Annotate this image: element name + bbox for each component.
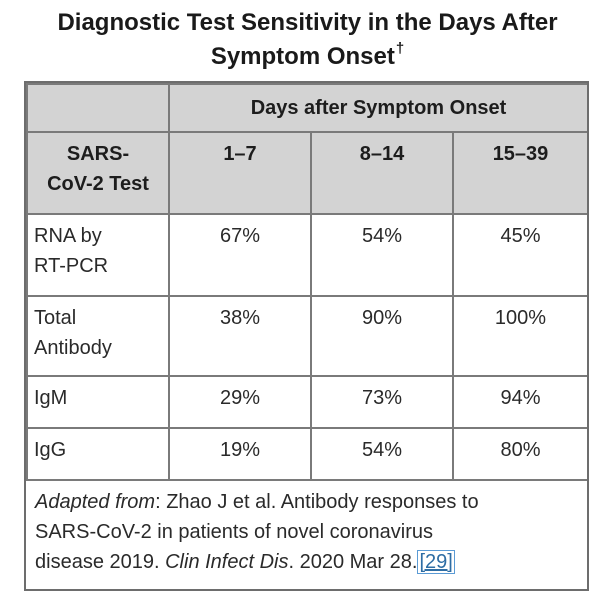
- table-cell: 90%: [310, 295, 454, 377]
- dagger-mark: †: [395, 40, 405, 57]
- footnote-line-1: Adapted from: Zhao J et al. Antibody res…: [35, 487, 587, 517]
- row-label-line-2: RT-PCR: [34, 255, 109, 277]
- page-title: Diagnostic Test Sensitivity in the Days …: [0, 6, 615, 74]
- row-label: IgM: [26, 375, 170, 429]
- footnote-line-2: SARS-CoV-2 in patients of novel coronavi…: [35, 521, 433, 543]
- reference-link[interactable]: [29]: [417, 550, 455, 574]
- footnote-line-3: disease 2019. Clin Infect Dis. 2020 Mar …: [35, 547, 587, 577]
- header-row-top: Days after Symptom Onset: [26, 83, 587, 133]
- table-row: Total Antibody 38% 90% 100%: [26, 295, 587, 377]
- title-line-2: Symptom Onset†: [0, 40, 615, 74]
- table-cell: 38%: [168, 295, 312, 377]
- table-cell: 19%: [168, 427, 312, 481]
- title-line-1: Diagnostic Test Sensitivity in the Days …: [57, 9, 558, 36]
- column-header-1-7: 1–7: [168, 131, 312, 215]
- table-cell: 45%: [451, 213, 587, 297]
- footnote-row: Adapted from: Zhao J et al. Antibody res…: [27, 479, 587, 577]
- row-header-line-2: CoV-2 Test: [47, 173, 149, 195]
- row-label-line-1: RNA by: [34, 225, 102, 247]
- footnote-text-3: disease 2019.: [35, 551, 166, 573]
- sensitivity-table: Days after Symptom Onset SARS- CoV-2 Tes…: [24, 81, 589, 591]
- table-cell: 54%: [310, 213, 454, 297]
- table-cell: 100%: [451, 295, 587, 377]
- table-grid: Days after Symptom Onset SARS- CoV-2 Tes…: [26, 83, 587, 577]
- footnote: Adapted from: Zhao J et al. Antibody res…: [27, 479, 587, 577]
- row-header-line-1: SARS-: [66, 143, 130, 165]
- column-header-15-39: 15–39: [451, 131, 587, 215]
- row-label-line-1: IgM: [34, 387, 68, 409]
- table-row: IgM 29% 73% 94%: [26, 375, 587, 429]
- header-corner-cell: [26, 83, 170, 133]
- footnote-text-1: : Zhao J et al. Antibody responses to: [155, 491, 479, 513]
- header-row-columns: SARS- CoV-2 Test 1–7 8–14 15–39: [26, 131, 587, 215]
- footnote-date: . 2020 Mar 28.: [288, 551, 418, 573]
- row-label: IgG: [26, 427, 170, 481]
- adapted-from-label: Adapted from: [35, 491, 156, 513]
- table-cell: 80%: [451, 427, 587, 481]
- table-cell: 67%: [168, 213, 312, 297]
- row-label-line-1: Total: [34, 307, 77, 329]
- row-label: Total Antibody: [26, 295, 170, 377]
- journal-name: Clin Infect Dis: [165, 551, 289, 573]
- row-label: RNA by RT-PCR: [26, 213, 170, 297]
- table-row: RNA by RT-PCR 67% 54% 45%: [26, 213, 587, 297]
- table-row: IgG 19% 54% 80%: [26, 427, 587, 481]
- table-cell: 54%: [310, 427, 454, 481]
- row-label-line-1: IgG: [34, 439, 67, 461]
- column-header-8-14: 8–14: [310, 131, 454, 215]
- table-cell: 73%: [310, 375, 454, 429]
- title-line-2-text: Symptom Onset: [210, 43, 395, 70]
- row-header-test: SARS- CoV-2 Test: [26, 131, 170, 215]
- row-label-line-2: Antibody: [34, 337, 112, 359]
- table-cell: 29%: [168, 375, 312, 429]
- table-cell: 94%: [451, 375, 587, 429]
- group-header-days: Days after Symptom Onset: [167, 83, 587, 133]
